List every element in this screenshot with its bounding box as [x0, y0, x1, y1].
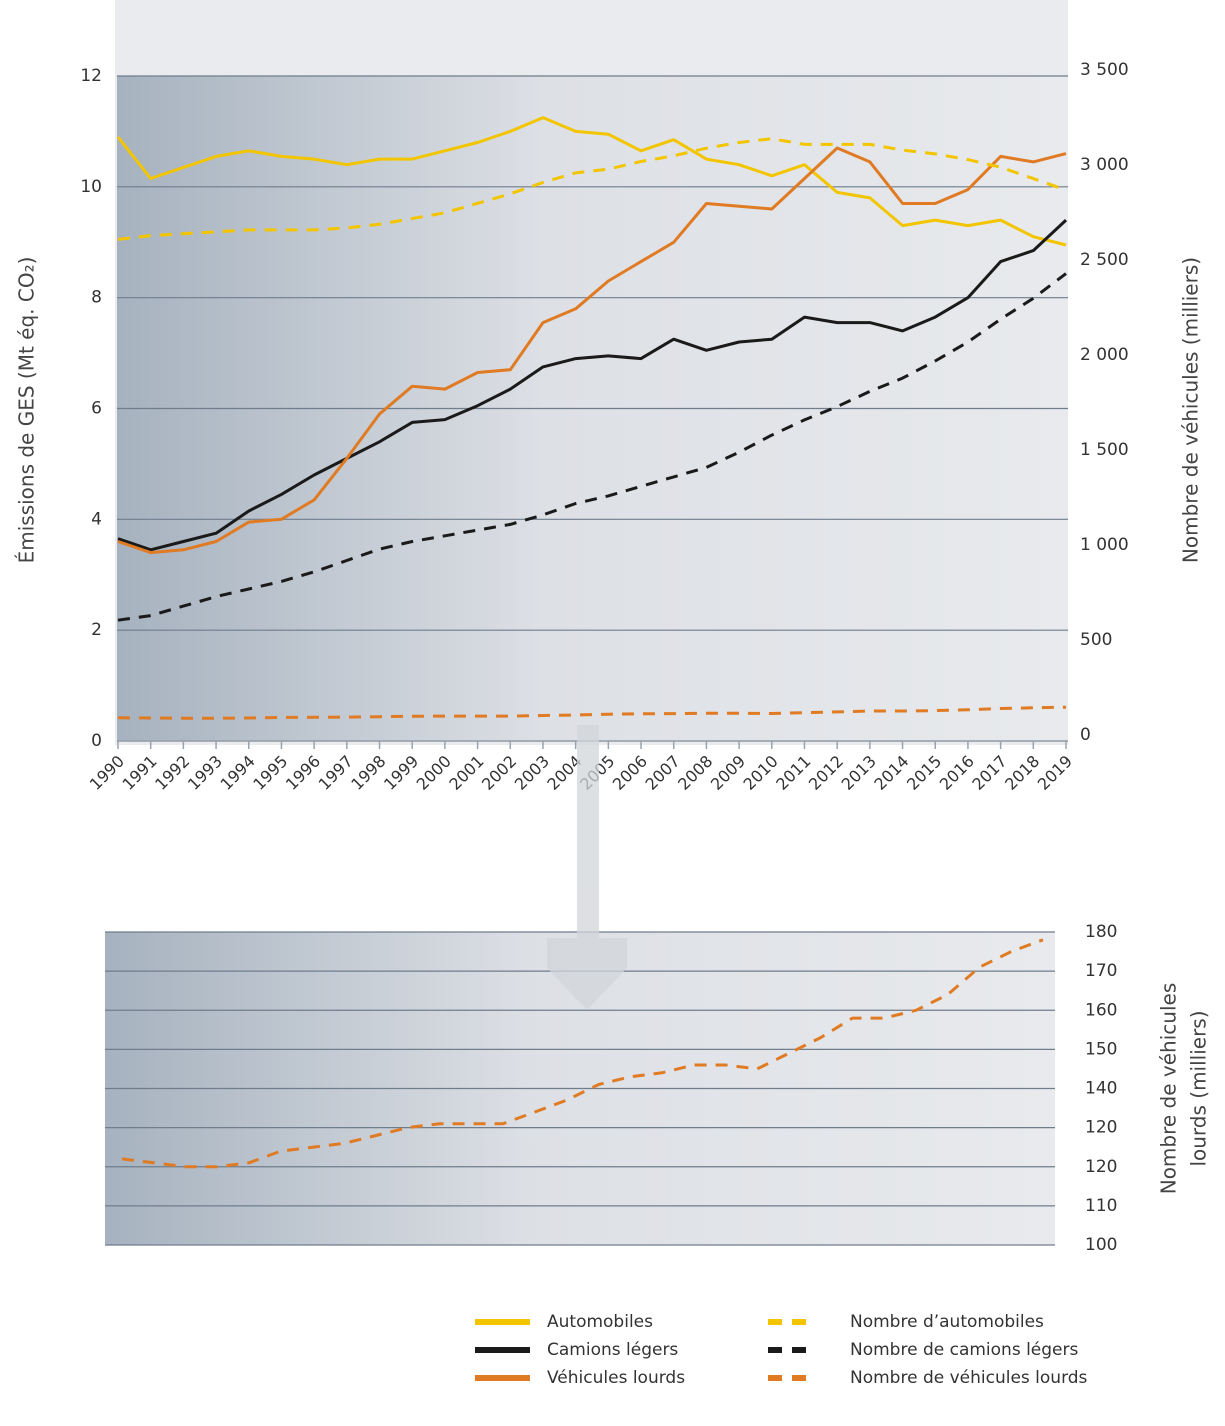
- y-tick-label: 150: [1085, 1039, 1117, 1059]
- y2-tick-label: 1 500: [1080, 440, 1129, 460]
- y-tick-label: 2: [91, 620, 102, 640]
- y2-tick-label: 3 500: [1080, 60, 1129, 80]
- y-tick-label: 110: [1085, 1196, 1117, 1216]
- legend-label: Camions légers: [547, 1340, 678, 1360]
- x-tick-label: 1998: [347, 752, 389, 794]
- y-tick-label: 10: [80, 177, 102, 197]
- legend-label: Véhicules lourds: [547, 1368, 685, 1388]
- y-axis-label: Émissions de GES (Mt éq. CO₂): [15, 257, 39, 564]
- x-tick-label: 2009: [707, 752, 749, 794]
- x-tick-label: 2013: [838, 752, 880, 794]
- x-tick-label: 2015: [903, 752, 945, 794]
- y-tick-label: 6: [91, 399, 102, 419]
- y2-tick-label: 3 000: [1080, 155, 1129, 175]
- x-tick-label: 2008: [674, 752, 716, 794]
- y-tick-label: 140: [1085, 1079, 1117, 1099]
- x-tick-label: 2000: [413, 752, 455, 794]
- series-line: [117, 137, 1067, 241]
- legend-label: Nombre d’automobiles: [850, 1312, 1044, 1332]
- y-tick-label: 160: [1085, 1000, 1117, 1020]
- y2-axis-label: Nombre de véhicules (milliers): [1179, 257, 1203, 563]
- y-tick-label: 8: [91, 288, 102, 308]
- x-tick-label: 1995: [249, 752, 291, 794]
- x-tick-label: 2010: [740, 752, 782, 794]
- x-tick-label: 2012: [805, 752, 847, 794]
- x-tick-label: 2002: [478, 752, 520, 794]
- series-line: [121, 938, 1044, 1169]
- y-tick-label: 100: [1085, 1235, 1117, 1255]
- x-tick-label: 2001: [445, 752, 487, 794]
- series-line: [117, 219, 1068, 552]
- legend-label: Nombre de véhicules lourds: [850, 1368, 1088, 1388]
- x-tick-label: 2006: [609, 752, 651, 794]
- series-line: [117, 705, 1067, 720]
- x-tick-label: 2011: [772, 752, 814, 794]
- x-tick-label: 2019: [1034, 752, 1076, 794]
- series-line: [117, 146, 1067, 555]
- y-tick-label: 180: [1085, 922, 1117, 942]
- x-tick-label: 1999: [380, 752, 422, 794]
- y2-tick-label: 1 000: [1080, 535, 1129, 555]
- x-tick-label: 1991: [118, 752, 160, 794]
- legend-label: Nombre de camions légers: [850, 1340, 1079, 1360]
- x-tick-label: 1990: [86, 752, 128, 794]
- y2-tick-label: 2 500: [1080, 250, 1129, 270]
- x-tick-label: 2003: [511, 752, 553, 794]
- x-tick-label: 1994: [217, 752, 259, 794]
- y-tick-label: 170: [1085, 961, 1117, 981]
- x-tick-label: 2014: [870, 752, 912, 794]
- series-line: [116, 116, 1067, 247]
- y-tick-label: 120: [1085, 1157, 1117, 1177]
- arrow-shaft: [577, 725, 599, 940]
- x-tick-label: 1993: [184, 752, 226, 794]
- x-tick-label: 2007: [642, 752, 684, 794]
- arrow-head: [547, 938, 627, 1010]
- y2-tick-label: 500: [1080, 630, 1112, 650]
- x-tick-label: 1996: [282, 752, 324, 794]
- x-tick-label: 1997: [315, 752, 357, 794]
- x-tick-label: 2016: [936, 752, 978, 794]
- y-tick-label: 4: [91, 509, 102, 529]
- series-line: [117, 272, 1067, 622]
- arrow: [547, 725, 627, 1010]
- x-tick-label: 1992: [151, 752, 193, 794]
- y-tick-label: 12: [80, 66, 102, 86]
- y-tick-label: 120: [1085, 1118, 1117, 1138]
- y2-tick-label: 0: [1080, 725, 1091, 745]
- y-axis-label: Nombre de véhicules: [1157, 983, 1181, 1195]
- y2-tick-label: 2 000: [1080, 345, 1129, 365]
- y-tick-label: 0: [91, 731, 102, 751]
- y-axis-label: lourds (milliers): [1187, 1010, 1211, 1166]
- x-tick-label: 2017: [968, 752, 1010, 794]
- x-tick-label: 2018: [1001, 752, 1043, 794]
- legend-label: Automobiles: [547, 1312, 653, 1332]
